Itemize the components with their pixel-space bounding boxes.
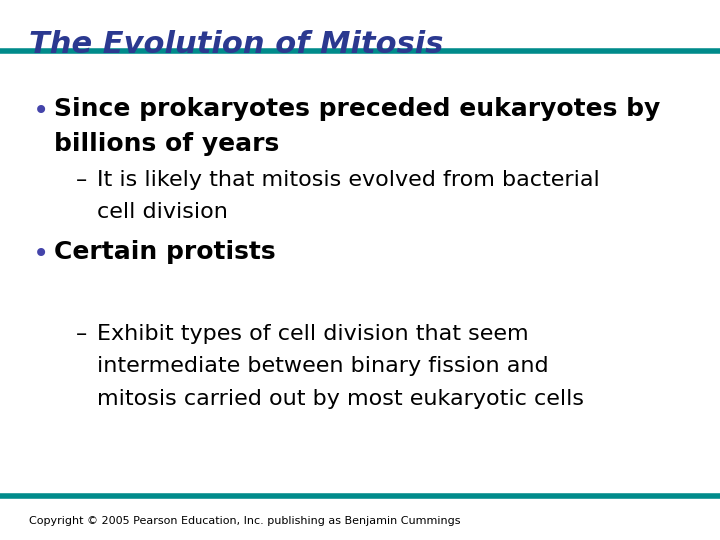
Text: billions of years: billions of years: [54, 132, 279, 156]
Text: The Evolution of Mitosis: The Evolution of Mitosis: [29, 30, 444, 59]
Text: –: –: [76, 324, 87, 344]
Text: mitosis carried out by most eukaryotic cells: mitosis carried out by most eukaryotic c…: [97, 389, 584, 409]
Text: •: •: [32, 240, 49, 268]
Text: intermediate between binary fission and: intermediate between binary fission and: [97, 356, 549, 376]
Text: Copyright © 2005 Pearson Education, Inc. publishing as Benjamin Cummings: Copyright © 2005 Pearson Education, Inc.…: [29, 516, 460, 526]
Text: It is likely that mitosis evolved from bacterial: It is likely that mitosis evolved from b…: [97, 170, 600, 190]
Text: Certain protists: Certain protists: [54, 240, 276, 264]
Text: cell division: cell division: [97, 202, 228, 222]
Text: Since prokaryotes preceded eukaryotes by: Since prokaryotes preceded eukaryotes by: [54, 97, 660, 121]
Text: •: •: [32, 97, 49, 125]
Text: –: –: [76, 170, 87, 190]
Text: Exhibit types of cell division that seem: Exhibit types of cell division that seem: [97, 324, 528, 344]
